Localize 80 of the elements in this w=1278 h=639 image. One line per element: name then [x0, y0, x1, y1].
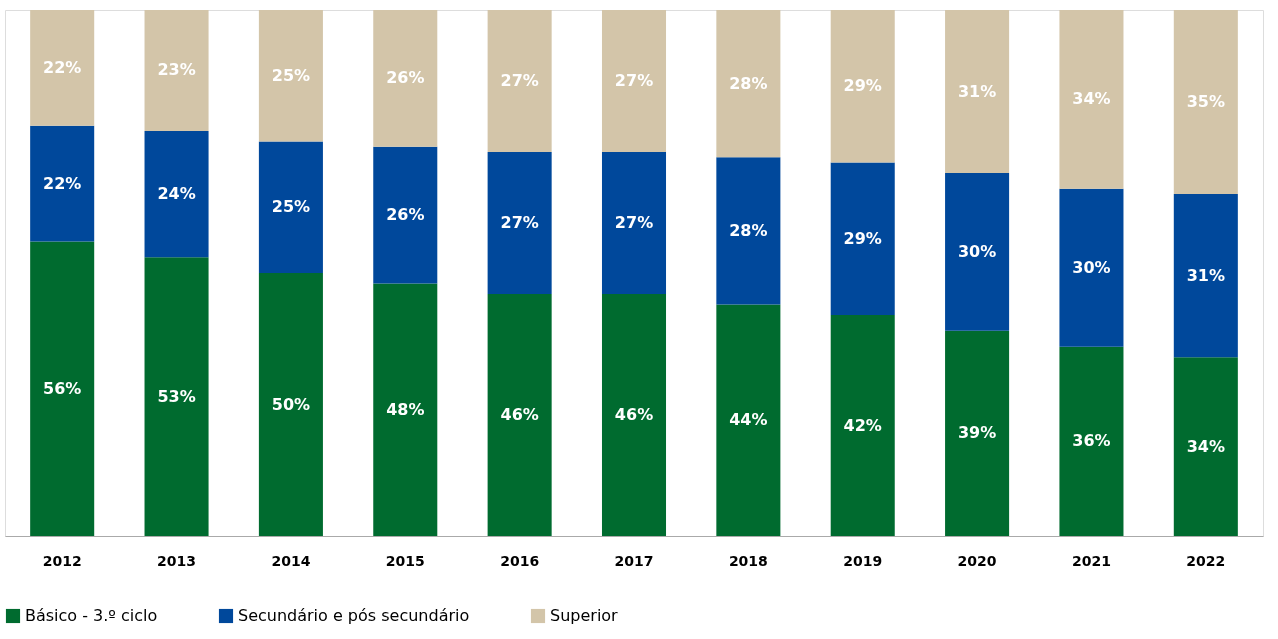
bar [258, 273, 323, 536]
bar [487, 294, 552, 536]
bar [144, 130, 209, 258]
bar [258, 141, 323, 273]
bar [144, 10, 209, 131]
bar [1173, 194, 1238, 358]
bar [945, 173, 1010, 331]
x-tick-label: 2013 [157, 552, 197, 569]
x-tick-label: 2020 [957, 552, 997, 569]
x-tick-label: 2019 [843, 552, 883, 569]
bar [487, 10, 552, 153]
x-tick-label: 2016 [500, 552, 540, 569]
data-label: 22% [43, 173, 82, 193]
legend-label: Superior [550, 606, 619, 625]
data-label: 25% [271, 197, 311, 217]
data-label: 27% [500, 213, 539, 233]
legend-label: Secundário e pós secundário [238, 606, 470, 625]
bar [830, 10, 895, 163]
data-label: 25% [271, 65, 311, 85]
data-label: 34% [1072, 89, 1111, 109]
data-label: 35% [1186, 92, 1225, 112]
bar [1173, 10, 1238, 195]
bar [30, 241, 95, 536]
bar [258, 10, 323, 142]
bar [945, 330, 1010, 536]
data-label: 30% [957, 241, 997, 261]
legend-label: Básico - 3.º ciclo [25, 606, 158, 625]
data-label: 24% [157, 184, 196, 204]
data-label: 28% [729, 220, 768, 240]
data-label: 27% [614, 213, 654, 233]
x-tick-label: 2021 [1071, 552, 1111, 569]
data-label: 48% [386, 399, 425, 419]
data-label: 30% [1072, 257, 1111, 277]
bar [373, 283, 438, 536]
data-label: 46% [500, 405, 539, 425]
data-label: 46% [614, 405, 654, 425]
bar [1059, 346, 1124, 536]
bar [1173, 357, 1238, 536]
data-label: 34% [1186, 436, 1225, 456]
bar [30, 125, 95, 242]
x-tick-label: 2017 [614, 552, 654, 569]
x-tick-label: 2012 [42, 552, 82, 569]
x-tick-label: 2022 [1186, 552, 1226, 569]
bar [30, 10, 95, 126]
data-label: 36% [1072, 431, 1111, 451]
data-label: 50% [271, 394, 311, 414]
bar [373, 10, 438, 147]
x-tick-label: 2018 [728, 552, 768, 569]
bar [487, 152, 552, 295]
bar [373, 146, 438, 284]
data-label: 26% [386, 68, 425, 88]
bar [716, 157, 781, 305]
x-tick-label: 2014 [271, 552, 311, 569]
bar [601, 152, 667, 295]
data-label: 22% [43, 57, 82, 77]
bar [716, 304, 781, 536]
data-label: 31% [1186, 265, 1225, 285]
data-label: 56% [43, 378, 82, 398]
x-tick-label: 2015 [385, 552, 425, 569]
data-label: 29% [843, 76, 882, 96]
bar [1059, 188, 1124, 347]
data-label: 53% [157, 386, 196, 406]
data-label: 31% [957, 81, 997, 101]
bar [830, 315, 895, 536]
bar [1059, 10, 1124, 189]
data-label: 28% [729, 73, 768, 93]
data-label: 44% [729, 410, 768, 430]
bar [144, 257, 209, 536]
data-label: 23% [157, 60, 196, 80]
bar [601, 294, 667, 536]
bar [601, 10, 667, 153]
bar [830, 162, 895, 316]
data-label: 27% [500, 71, 539, 91]
data-label: 42% [843, 415, 882, 435]
data-label: 26% [386, 205, 425, 225]
data-label: 39% [957, 423, 997, 443]
data-label: 27% [614, 71, 654, 91]
bar [716, 10, 781, 158]
bar [945, 10, 1010, 174]
data-label: 29% [843, 228, 882, 248]
